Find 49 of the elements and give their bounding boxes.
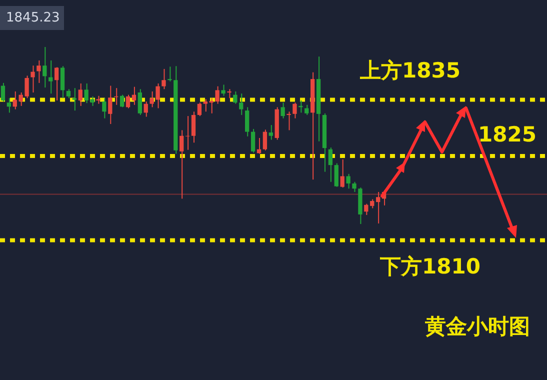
candlestick [54,66,59,101]
candlestick [162,68,166,90]
annotation: 上方1835 [359,58,460,82]
text: 下方1810 [379,254,480,278]
candlestick [102,98,106,119]
candlestick [42,46,47,88]
text: 1845.23 [6,10,60,26]
candlestick [126,94,130,109]
candlestick [36,60,41,84]
candlestick [340,158,344,188]
candlestick [227,88,232,99]
candlestick [203,98,208,112]
candlestick [108,85,112,124]
candlestick [304,104,309,116]
candlestick [6,98,12,114]
candlestick [370,198,374,209]
candlestick [233,90,238,104]
candlestick [66,88,71,99]
candlestick [346,173,350,190]
candlestick [197,102,202,117]
candlestick [245,106,250,137]
candlestick [364,203,368,216]
candlestick [262,129,268,151]
candlestick [239,93,244,116]
candlestick [120,94,124,108]
candlestick [328,147,333,182]
candlestick [78,82,82,106]
candlestick [221,84,226,96]
candlestick [292,102,297,119]
candlestick [280,102,285,119]
candlestick [250,128,256,154]
candlestick [180,130,184,200]
text: 黄金小时图 [424,314,530,338]
candlestick [352,181,356,192]
candlestick [132,86,136,106]
candlestick [191,111,196,144]
candlestick [12,90,17,110]
candlestick [168,66,172,82]
candlestick [268,124,273,140]
text: 1825 [478,122,536,146]
candlestick [30,65,35,93]
candlestick [48,60,53,94]
candlestick [60,66,65,99]
candlestick [376,191,380,224]
candlestick [0,82,6,102]
candlestick [334,162,338,188]
candlestick [286,111,291,131]
candlestick [138,88,142,116]
candlestick [144,101,148,118]
